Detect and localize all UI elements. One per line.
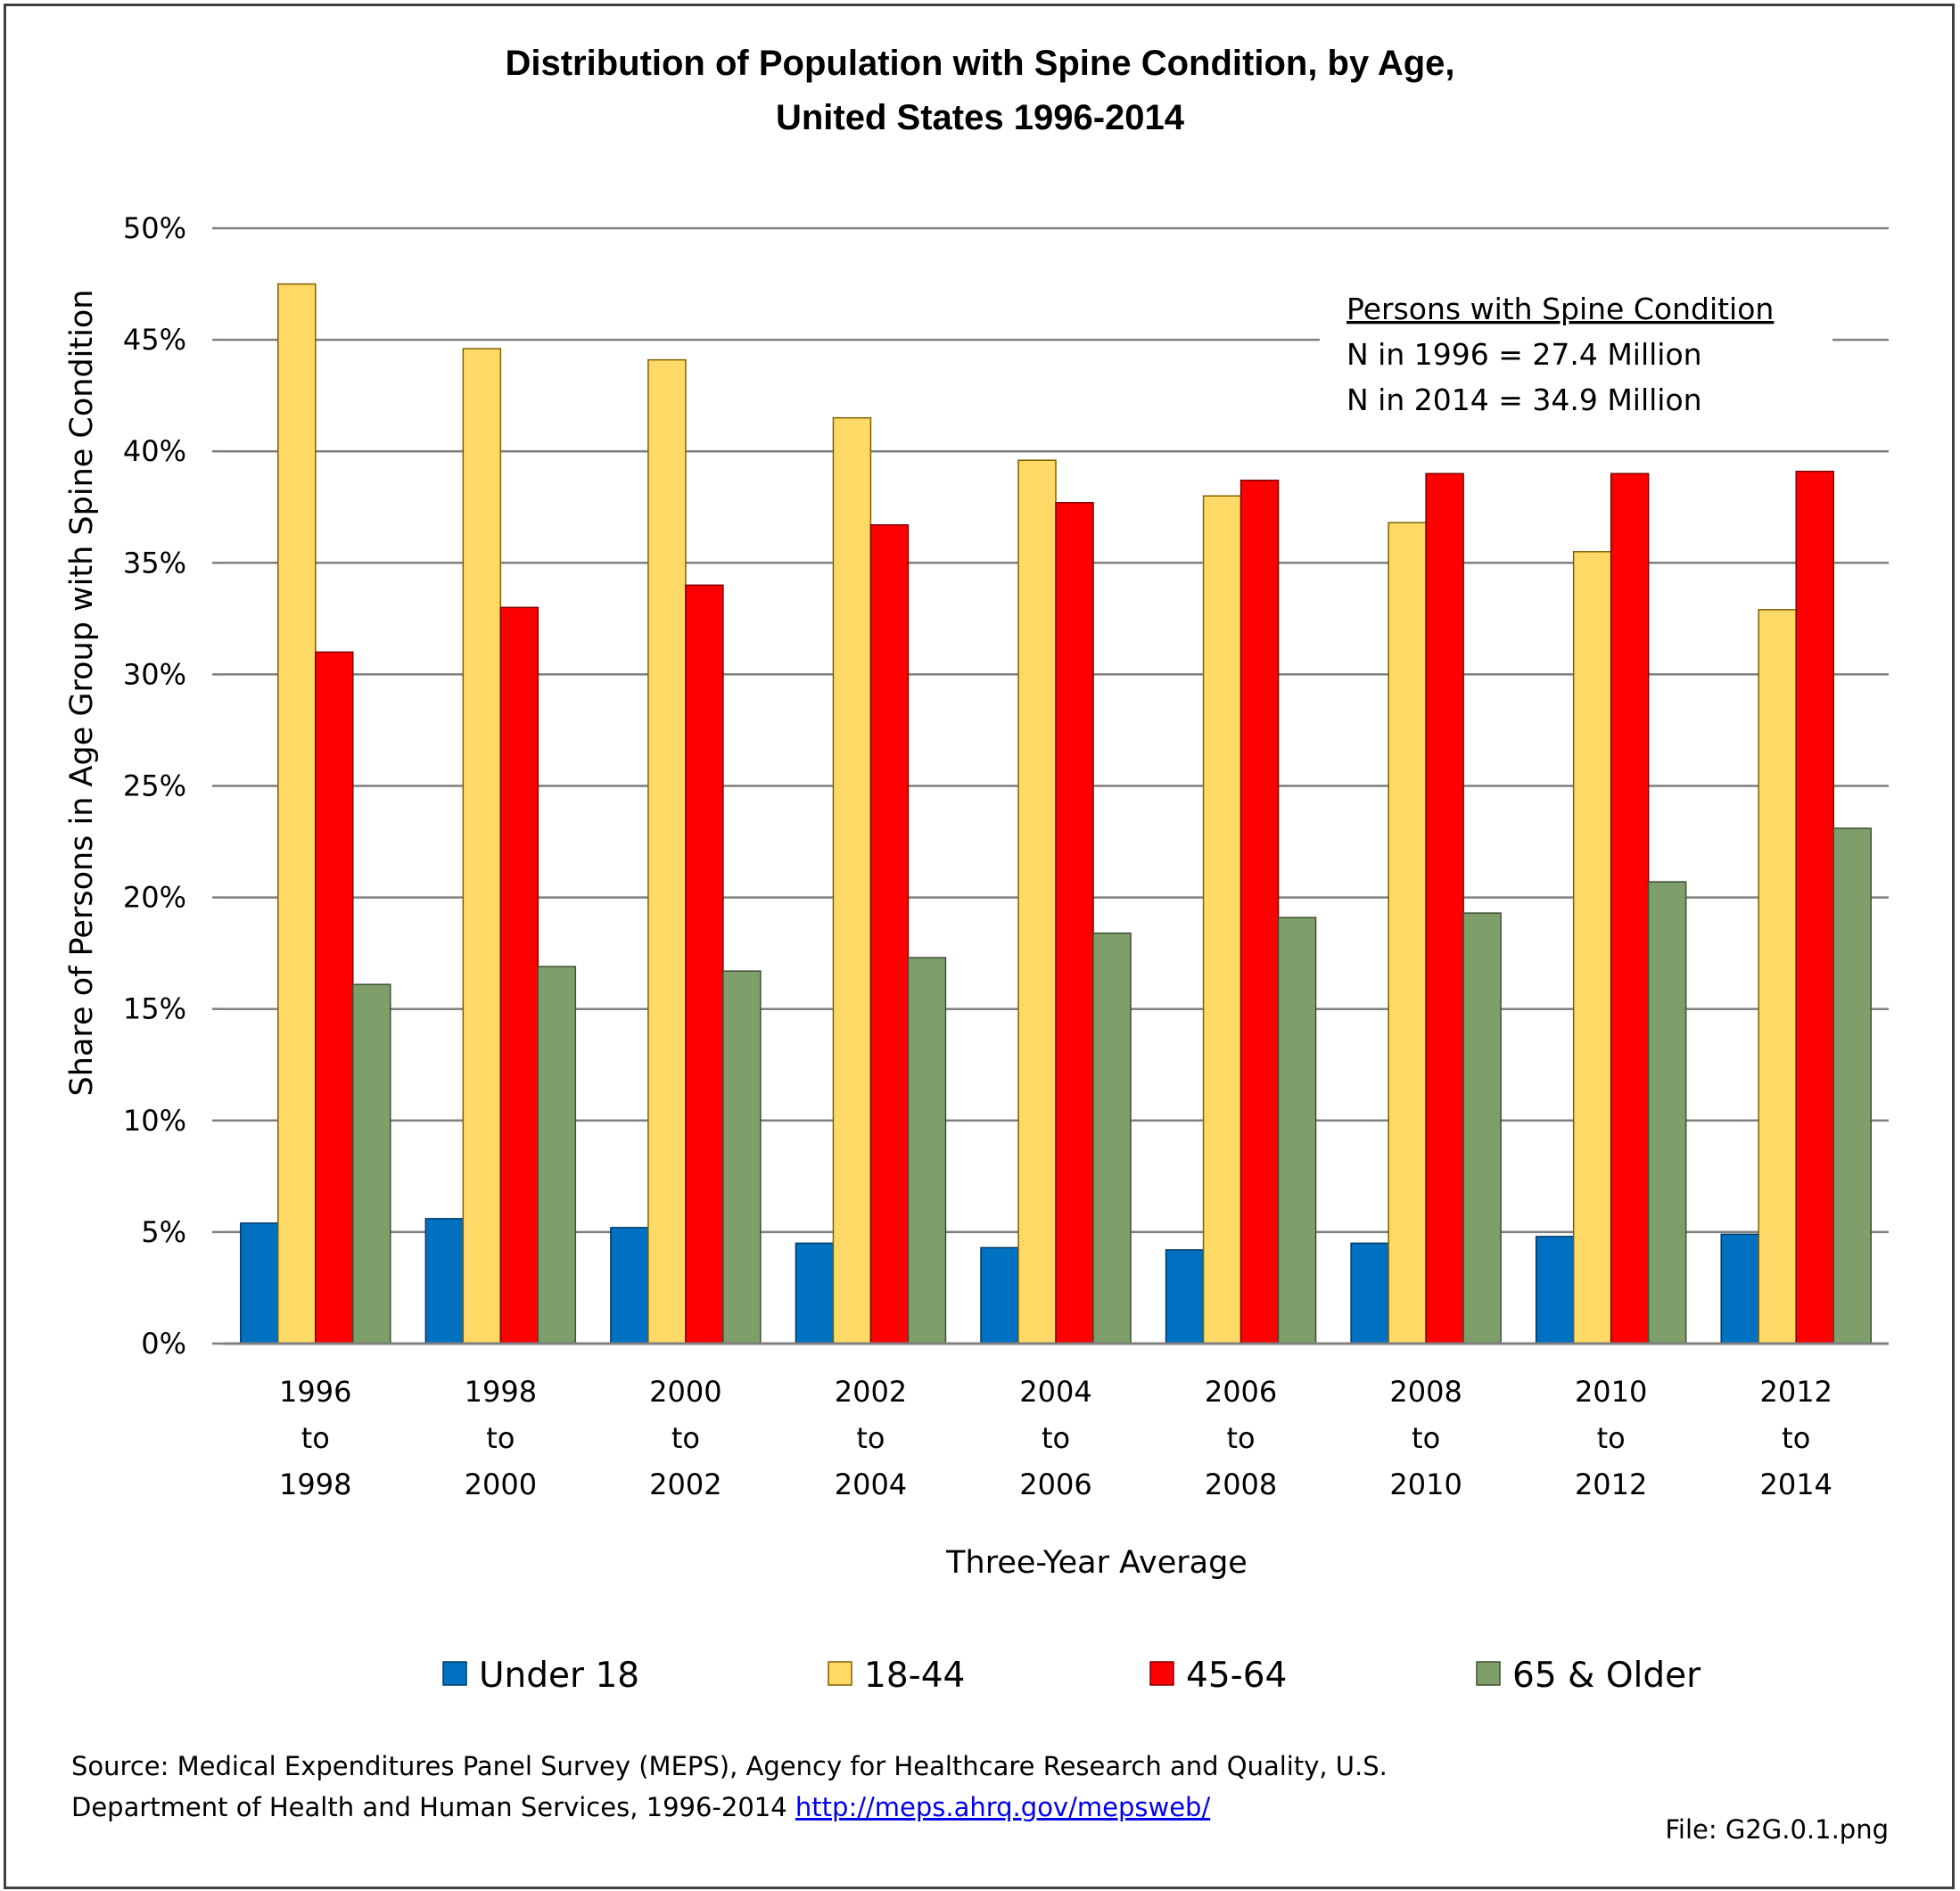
x-tick-label: to [1782, 1421, 1810, 1455]
chart-title-line1: Distribution of Population with Spine Co… [505, 44, 1454, 83]
bar-65-older-2008 [1462, 912, 1502, 1344]
annotation-line-2014: N in 2014 = 34.9 Million [1346, 382, 1702, 417]
x-tick-label: to [301, 1421, 330, 1455]
y-tick-label: 25% [123, 769, 186, 803]
bar-18-44-2002 [832, 416, 872, 1344]
x-tick-label: to [1597, 1421, 1626, 1455]
x-tick-label: 1998 [279, 1468, 351, 1501]
legend-label: 65 & Older [1512, 1656, 1701, 1696]
x-tick-label: 2002 [649, 1468, 721, 1501]
bar-65-older-2004 [1092, 932, 1132, 1344]
bar-under-18-1996 [240, 1222, 279, 1344]
x-tick-label: 2006 [1205, 1375, 1277, 1409]
legend-swatch [1149, 1661, 1174, 1686]
bar-65-older-1998 [537, 966, 577, 1344]
bar-45-64-2010 [1610, 473, 1650, 1344]
source-link[interactable]: http://meps.ahrq.gov/mepsweb/ [795, 1792, 1211, 1822]
x-tick-label: 2000 [465, 1468, 537, 1501]
annotation-box: Persons with Spine Condition N in 1996 =… [1320, 285, 1832, 441]
x-tick-label: 2014 [1760, 1468, 1832, 1501]
x-tick-label: 2008 [1205, 1468, 1277, 1501]
bar-18-44-2010 [1572, 551, 1612, 1344]
x-tick-label: 2006 [1019, 1468, 1091, 1501]
chart-title-line2: United States 1996-2014 [776, 98, 1185, 137]
x-tick-label: 2004 [835, 1468, 907, 1501]
bar-65-older-1996 [352, 983, 391, 1344]
x-tick-label: 1998 [465, 1375, 537, 1409]
bar-18-44-2004 [1017, 459, 1057, 1344]
x-tick-label: to [486, 1421, 515, 1455]
x-tick-label: 2004 [1019, 1375, 1091, 1409]
bar-18-44-2008 [1388, 522, 1427, 1344]
x-tick-label: 2008 [1389, 1375, 1462, 1409]
x-tick-label: to [1412, 1421, 1440, 1455]
bar-under-18-2010 [1535, 1236, 1575, 1344]
bar-45-64-2008 [1425, 473, 1464, 1344]
legend-swatch [1476, 1661, 1501, 1686]
bar-18-44-1996 [277, 283, 317, 1344]
x-tick-label: 1996 [279, 1375, 351, 1409]
x-axis-label: Three-Year Average [945, 1545, 1248, 1581]
bar-45-64-2006 [1239, 479, 1280, 1344]
bar-45-64-2012 [1795, 470, 1834, 1344]
x-tick-label: 2010 [1575, 1375, 1647, 1409]
y-axis-label: Share of Persons in Age Group with Spine… [64, 290, 100, 1097]
x-tick-label: to [856, 1421, 885, 1455]
y-tick-label: 10% [123, 1104, 186, 1138]
bar-under-18-2012 [1720, 1233, 1759, 1344]
x-tick-label: to [1042, 1421, 1070, 1455]
legend-label: Under 18 [479, 1656, 639, 1696]
bar-45-64-2002 [869, 524, 910, 1344]
legend-swatch [442, 1661, 467, 1686]
file-name: File: G2G.0.1.png [1665, 1814, 1889, 1845]
bar-18-44-1998 [462, 348, 502, 1344]
bar-under-18-2002 [795, 1242, 835, 1344]
x-tick-label: 2012 [1760, 1375, 1832, 1409]
legend-label: 18-44 [864, 1656, 965, 1696]
bars [240, 283, 1872, 1344]
y-tick-label: 40% [123, 434, 186, 468]
bar-65-older-2010 [1647, 881, 1687, 1344]
y-tick-label: 35% [123, 546, 186, 580]
bar-65-older-2002 [907, 957, 947, 1344]
y-tick-label: 20% [123, 881, 186, 915]
x-tick-label: 2010 [1389, 1468, 1462, 1501]
bar-45-64-2000 [685, 584, 724, 1344]
annotation-line-1996: N in 1996 = 27.4 Million [1346, 337, 1702, 372]
bar-18-44-2000 [647, 358, 687, 1344]
bar-45-64-1998 [499, 606, 539, 1344]
annotation-heading: Persons with Spine Condition [1346, 292, 1774, 326]
x-tick-label: 2012 [1575, 1468, 1647, 1501]
source-line-2: Department of Health and Human Services,… [71, 1792, 1210, 1822]
x-tick-label: 2000 [649, 1375, 721, 1409]
y-tick-label: 50% [123, 211, 186, 245]
y-tick-label: 45% [123, 323, 186, 357]
source-line-1: Source: Medical Expenditures Panel Surve… [71, 1751, 1388, 1781]
y-tick-label: 30% [123, 657, 186, 691]
axes: 0% 5% 10% 15% 20% 25% 30% 35% 40% 45% 50% 1996 to 199… [123, 211, 1889, 1501]
bar-45-64-2004 [1055, 501, 1094, 1344]
bar-45-64-1996 [315, 651, 354, 1344]
x-tick-label: to [671, 1421, 700, 1455]
bar-18-44-2006 [1202, 495, 1242, 1344]
legend-label: 45-64 [1186, 1656, 1287, 1696]
y-tick-label: 5% [141, 1215, 186, 1249]
bar-under-18-2008 [1350, 1242, 1389, 1344]
bar-under-18-2000 [610, 1227, 649, 1344]
legend: Under 18 18-44 45-64 65 & Older [442, 1656, 1701, 1696]
bar-65-older-2012 [1832, 827, 1872, 1344]
y-tick-label: 0% [141, 1327, 186, 1361]
bar-under-18-2004 [980, 1246, 1019, 1344]
bar-65-older-2006 [1277, 917, 1317, 1344]
y-tick-label: 15% [123, 992, 186, 1026]
x-tick-label: to [1226, 1421, 1255, 1455]
bar-65-older-2000 [722, 970, 762, 1344]
source-text: Department of Health and Human Services,… [71, 1792, 787, 1822]
bar-under-18-2006 [1165, 1249, 1205, 1344]
bar-18-44-2012 [1758, 609, 1797, 1344]
bar-under-18-1998 [424, 1218, 465, 1344]
x-tick-label: 2002 [835, 1375, 907, 1409]
legend-swatch [828, 1661, 852, 1686]
